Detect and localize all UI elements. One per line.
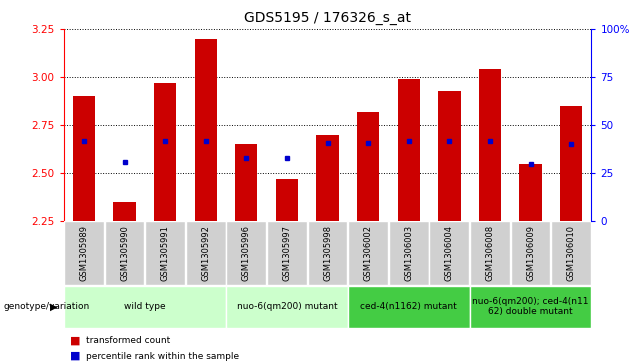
Bar [316, 135, 339, 221]
Text: ▶: ▶ [50, 302, 57, 312]
Bar [479, 69, 501, 221]
Text: ced-4(n1162) mutant: ced-4(n1162) mutant [361, 302, 457, 311]
Text: ■: ■ [70, 351, 81, 361]
FancyBboxPatch shape [511, 221, 551, 285]
FancyBboxPatch shape [308, 221, 347, 285]
FancyBboxPatch shape [226, 221, 266, 285]
FancyBboxPatch shape [267, 221, 307, 285]
Text: nuo-6(qm200); ced-4(n11
62) double mutant: nuo-6(qm200); ced-4(n11 62) double mutan… [473, 297, 589, 317]
Text: GSM1305998: GSM1305998 [323, 225, 332, 281]
Text: GSM1305996: GSM1305996 [242, 225, 251, 281]
Text: GSM1305991: GSM1305991 [161, 225, 170, 281]
Text: GSM1305992: GSM1305992 [201, 225, 211, 281]
Bar [154, 83, 176, 221]
FancyBboxPatch shape [429, 221, 469, 285]
Text: transformed count: transformed count [86, 336, 170, 345]
Bar [357, 112, 379, 221]
FancyBboxPatch shape [226, 286, 348, 328]
FancyBboxPatch shape [64, 286, 226, 328]
FancyBboxPatch shape [104, 221, 144, 285]
Bar [398, 79, 420, 221]
Bar [113, 202, 135, 221]
Bar [438, 91, 460, 221]
Text: GSM1306002: GSM1306002 [364, 225, 373, 281]
Text: nuo-6(qm200) mutant: nuo-6(qm200) mutant [237, 302, 337, 311]
Bar [73, 96, 95, 221]
Text: wild type: wild type [124, 302, 165, 311]
Text: GSM1305990: GSM1305990 [120, 225, 129, 281]
Bar [195, 38, 217, 221]
Bar [276, 179, 298, 221]
Text: GSM1306010: GSM1306010 [567, 225, 576, 281]
Text: GSM1306004: GSM1306004 [445, 225, 454, 281]
FancyBboxPatch shape [470, 221, 510, 285]
Bar [235, 144, 258, 221]
Text: percentile rank within the sample: percentile rank within the sample [86, 352, 239, 360]
Text: GSM1306003: GSM1306003 [404, 225, 413, 281]
FancyBboxPatch shape [349, 221, 388, 285]
Text: GSM1305997: GSM1305997 [282, 225, 291, 281]
Text: GSM1305989: GSM1305989 [80, 225, 88, 281]
Text: GSM1306008: GSM1306008 [485, 225, 494, 281]
Bar [560, 106, 583, 221]
Text: ■: ■ [70, 335, 81, 346]
FancyBboxPatch shape [64, 221, 104, 285]
Text: genotype/variation: genotype/variation [3, 302, 90, 311]
Title: GDS5195 / 176326_s_at: GDS5195 / 176326_s_at [244, 11, 411, 25]
FancyBboxPatch shape [348, 286, 469, 328]
FancyBboxPatch shape [469, 286, 591, 328]
FancyBboxPatch shape [389, 221, 429, 285]
FancyBboxPatch shape [186, 221, 226, 285]
FancyBboxPatch shape [145, 221, 185, 285]
Text: GSM1306009: GSM1306009 [526, 225, 535, 281]
Bar [520, 164, 542, 221]
FancyBboxPatch shape [551, 221, 591, 285]
